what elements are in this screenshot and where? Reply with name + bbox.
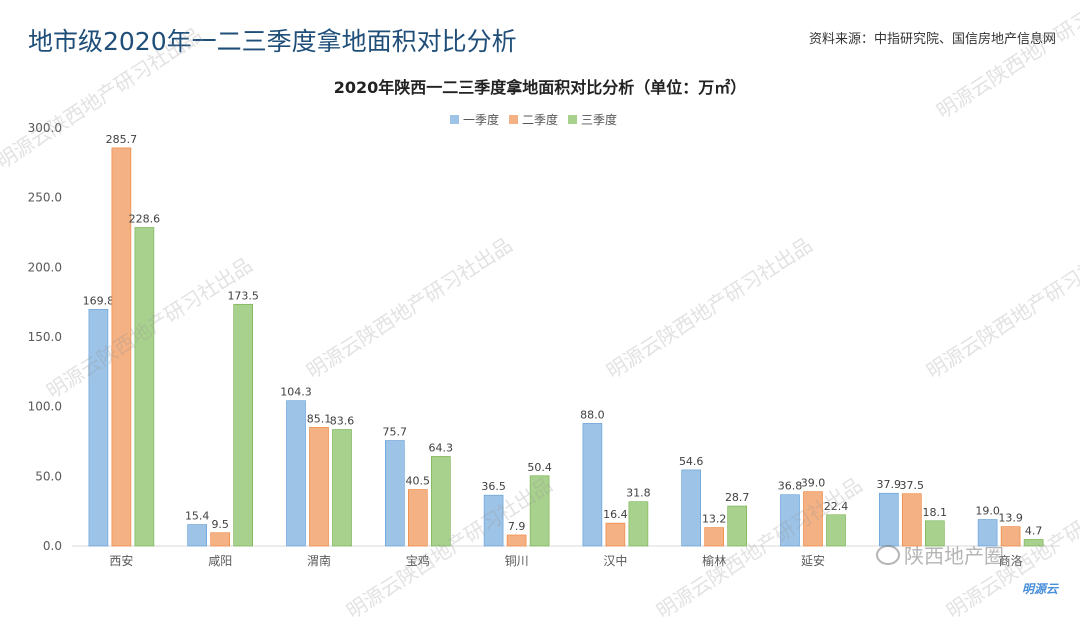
bar xyxy=(332,429,352,547)
y-tick-label: 150.0 xyxy=(28,330,62,344)
bar xyxy=(506,534,527,547)
bar xyxy=(605,522,626,547)
data-label: 7.9 xyxy=(508,520,526,533)
data-label: 4.7 xyxy=(1025,524,1043,537)
bar xyxy=(309,427,329,547)
y-tick-label: 200.0 xyxy=(28,260,62,274)
data-label: 22.4 xyxy=(824,500,849,513)
data-label: 228.6 xyxy=(129,212,161,225)
bar xyxy=(780,494,800,547)
bar xyxy=(483,494,504,547)
data-label: 31.8 xyxy=(626,487,651,500)
x-tick-label: 宝鸡 xyxy=(406,553,430,568)
x-tick-label: 延安 xyxy=(801,553,825,568)
data-label: 37.9 xyxy=(877,478,902,491)
data-label: 13.9 xyxy=(998,512,1023,525)
bar xyxy=(681,469,702,547)
x-tick-label: 汉中 xyxy=(603,553,627,568)
bar xyxy=(407,489,428,547)
bar xyxy=(1000,526,1021,547)
legend-swatch-q1 xyxy=(450,114,459,124)
data-label: 39.0 xyxy=(801,477,826,490)
data-label: 36.8 xyxy=(778,480,803,493)
y-tick-label: 100.0 xyxy=(28,400,62,414)
bar xyxy=(826,514,846,547)
data-label: 50.4 xyxy=(527,461,552,474)
wechat-text: 陕西地产圈 xyxy=(904,544,1004,568)
bar xyxy=(901,493,922,547)
legend-item-q1: 一季度 xyxy=(450,111,499,128)
wechat-icon xyxy=(876,544,900,565)
legend-label-q1: 一季度 xyxy=(463,112,500,127)
data-label: 64.3 xyxy=(429,441,454,454)
y-tick-label: 300.0 xyxy=(28,121,62,135)
bar xyxy=(210,532,230,547)
bar-chart: 0.0 50.0 100.0 150.0 200.0 250.0 300.0 西安 169.8 2… xyxy=(28,121,1060,568)
source-note: 资料来源：中指研究院、国信房地产信息网 xyxy=(809,28,1056,47)
data-label: 18.1 xyxy=(923,506,948,519)
y-tick-label: 250.0 xyxy=(28,191,62,205)
data-label: 19.0 xyxy=(975,505,1000,518)
data-label: 83.6 xyxy=(330,415,355,428)
data-label: 75.7 xyxy=(383,426,408,439)
y-tick-label: 0.0 xyxy=(43,539,62,553)
bar xyxy=(233,303,253,547)
data-label: 16.4 xyxy=(603,508,628,521)
legend-label-q3: 三季度 xyxy=(581,112,618,127)
data-label: 15.4 xyxy=(185,510,210,523)
bar xyxy=(924,520,945,547)
data-label: 36.5 xyxy=(481,480,506,493)
bar xyxy=(286,400,306,547)
bar xyxy=(628,501,649,547)
data-label: 104.3 xyxy=(280,386,312,399)
bar xyxy=(727,505,748,547)
legend-swatch-q2 xyxy=(509,114,519,124)
brand-logo: 明源云 xyxy=(1021,582,1058,596)
chart-legend: 一季度 二季度 三季度 xyxy=(450,110,627,128)
data-label: 28.7 xyxy=(725,491,750,504)
legend-item-q2: 二季度 xyxy=(509,111,558,128)
legend-label-q2: 二季度 xyxy=(522,112,559,127)
x-tick-label: 铜川 xyxy=(505,553,529,568)
y-tick-label: 50.0 xyxy=(35,469,62,483)
source-separator: 、 xyxy=(938,32,952,47)
x-tick-label: 商洛 xyxy=(999,553,1023,568)
source-label: 资料来源： xyxy=(808,32,874,47)
wechat-watermark: 陕西地产圈 xyxy=(876,540,1004,569)
x-tick-label: 西安 xyxy=(109,553,133,568)
x-tick-label: 渭南 xyxy=(307,553,331,568)
bar xyxy=(111,147,132,547)
data-label: 37.5 xyxy=(900,479,925,492)
bar xyxy=(384,440,405,547)
data-label: 88.0 xyxy=(580,408,605,421)
source-part-2: 国信房地产信息网 xyxy=(951,32,1056,47)
data-label: 169.8 xyxy=(83,294,115,307)
data-label: 13.2 xyxy=(702,513,727,526)
bar xyxy=(134,227,155,547)
bar xyxy=(977,519,998,547)
legend-swatch-q3 xyxy=(568,114,578,124)
data-label: 40.5 xyxy=(406,475,431,488)
legend-item-q3: 三季度 xyxy=(568,111,617,128)
page-title: 地市级2020年一二三季度拿地面积对比分析 xyxy=(28,27,517,56)
data-label: 9.5 xyxy=(211,518,229,531)
bar xyxy=(704,527,725,547)
x-tick-label: 榆林 xyxy=(702,553,726,568)
bar xyxy=(803,491,823,547)
bar xyxy=(582,423,603,547)
bar xyxy=(88,309,109,547)
data-label: 85.1 xyxy=(307,412,332,425)
source-part-1: 中指研究院 xyxy=(873,32,939,47)
x-tick-label: 咸阳 xyxy=(208,554,232,568)
bar xyxy=(430,456,451,547)
chart-title: 2020年陕西一二三季度拿地面积对比分析（单位：万㎡） xyxy=(333,78,747,97)
data-label: 285.7 xyxy=(106,133,138,146)
data-label: 54.6 xyxy=(679,455,704,468)
bar xyxy=(187,524,207,547)
bar xyxy=(529,475,550,547)
data-label: 173.5 xyxy=(227,289,259,302)
bar xyxy=(1023,539,1044,547)
bar xyxy=(878,492,899,547)
